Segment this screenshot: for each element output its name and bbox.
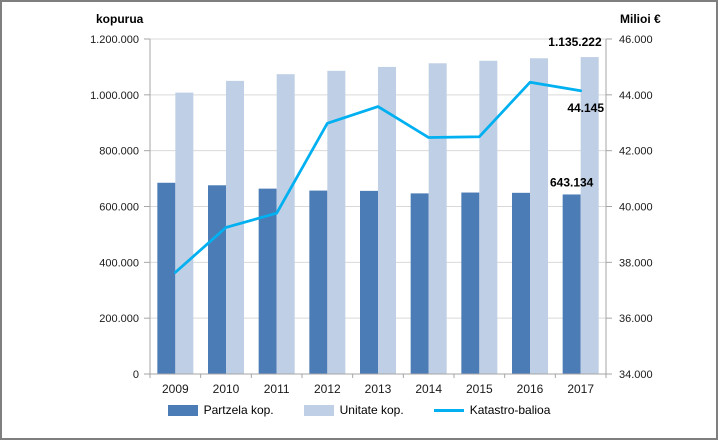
bar-unitate-kop	[378, 66, 396, 375]
x-axis-label: 2017	[567, 382, 594, 396]
legend-swatch-partzela-icon	[167, 404, 198, 416]
bar-unitate-kop	[327, 70, 346, 374]
bar-unitate-kop	[175, 92, 194, 374]
line-katastro-balioa	[173, 80, 583, 274]
left-axis-tick-label: 600.000	[99, 202, 139, 214]
x-axis-label: 2010	[213, 382, 240, 396]
bar-unitate-kop	[226, 80, 244, 374]
x-axis-label: 2014	[415, 382, 442, 396]
data-label: 44.145	[567, 101, 604, 115]
x-axis-label: 2012	[314, 382, 341, 396]
left-axis-tick-label: 200.000	[99, 313, 139, 325]
bar-partzela-kop	[309, 190, 328, 374]
bar-partzela-kop	[157, 182, 176, 374]
legend-label-unitate: Unitate kop.	[339, 403, 404, 417]
right-axis-tick-label: 44.000	[619, 90, 653, 102]
legend: Partzela kop. Unitate kop. Katastro-bali…	[2, 403, 716, 417]
legend-label-katastro: Katastro-balioa	[469, 403, 551, 417]
right-axis-tick-label: 36.000	[619, 313, 653, 325]
bar-partzela-kop	[360, 190, 378, 374]
legend-label-partzela: Partzela kop.	[203, 403, 274, 417]
data-label: 1.135.222	[548, 35, 602, 49]
bar-partzela-kop	[258, 188, 277, 374]
bar-partzela-kop	[512, 192, 530, 374]
legend-item-katastro: Katastro-balioa	[433, 403, 551, 417]
left-axis-tick-label: 1.000.000	[90, 90, 139, 102]
x-axis-label: 2009	[162, 382, 189, 396]
bar-partzela-kop	[461, 192, 480, 374]
left-axis-tick-label: 400.000	[99, 257, 139, 269]
left-axis-tick-label: 0	[133, 369, 139, 381]
bar-partzela-kop	[208, 185, 226, 374]
right-axis-tick-label: 40.000	[619, 202, 653, 214]
bar-unitate-kop	[530, 58, 548, 374]
x-axis-label: 2016	[517, 382, 544, 396]
left-axis-tick-label: 800.000	[99, 146, 139, 158]
bar-partzela-kop	[562, 194, 581, 374]
right-axis-tick-label: 38.000	[619, 257, 653, 269]
right-axis-tick-label: 34.000	[619, 369, 653, 381]
left-axis-tick-label: 1.200.000	[90, 34, 139, 46]
bar-unitate-kop	[428, 63, 447, 374]
legend-item-partzela: Partzela kop.	[167, 403, 274, 417]
x-axis-label: 2013	[365, 382, 392, 396]
bar-unitate-kop	[276, 74, 295, 375]
bar-unitate-kop	[479, 60, 498, 375]
bar-partzela-kop	[410, 193, 429, 374]
x-axis-label: 2011	[264, 382, 290, 396]
data-label: 643.134	[550, 175, 594, 189]
right-axis-tick-label: 42.000	[619, 146, 653, 158]
legend-swatch-unitate-icon	[303, 404, 334, 416]
right-axis-tick-label: 46.000	[619, 34, 653, 46]
legend-swatch-katastro-line-icon	[433, 408, 464, 412]
bar-unitate-kop	[580, 57, 599, 374]
left-axis-title: kopurua	[96, 12, 144, 26]
x-axis-label: 2015	[466, 382, 493, 396]
right-axis-title: Milioi €	[620, 12, 661, 26]
legend-item-unitate: Unitate kop.	[303, 403, 404, 417]
